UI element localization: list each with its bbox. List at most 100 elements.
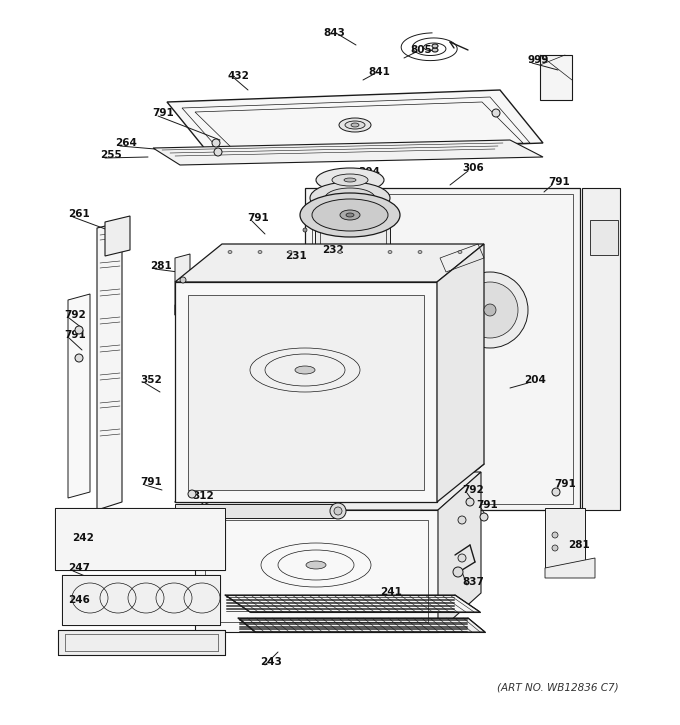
Text: 231: 231 — [285, 251, 307, 261]
Polygon shape — [68, 294, 90, 498]
Text: 261: 261 — [68, 209, 90, 219]
Ellipse shape — [303, 388, 307, 392]
Text: 303: 303 — [358, 184, 379, 194]
Text: 805: 805 — [410, 45, 432, 55]
Text: 281: 281 — [568, 540, 590, 550]
Text: 843: 843 — [323, 28, 345, 38]
Ellipse shape — [552, 545, 558, 551]
Ellipse shape — [418, 251, 422, 254]
Text: 837: 837 — [462, 577, 484, 587]
Polygon shape — [58, 630, 225, 655]
Polygon shape — [590, 220, 618, 255]
Ellipse shape — [345, 121, 365, 129]
Polygon shape — [238, 618, 485, 632]
Ellipse shape — [453, 567, 463, 577]
Ellipse shape — [306, 561, 326, 569]
Polygon shape — [153, 140, 543, 165]
Ellipse shape — [228, 251, 232, 254]
Ellipse shape — [75, 354, 83, 362]
Ellipse shape — [330, 503, 346, 519]
Ellipse shape — [480, 513, 488, 521]
Polygon shape — [582, 188, 620, 510]
Polygon shape — [540, 55, 572, 100]
Ellipse shape — [484, 304, 496, 316]
Ellipse shape — [340, 210, 360, 220]
Ellipse shape — [188, 490, 196, 498]
Polygon shape — [315, 220, 390, 285]
Ellipse shape — [303, 228, 307, 232]
Ellipse shape — [334, 507, 342, 515]
Polygon shape — [315, 320, 380, 390]
Ellipse shape — [332, 174, 368, 186]
Ellipse shape — [344, 178, 356, 182]
Polygon shape — [175, 244, 484, 282]
Ellipse shape — [458, 516, 466, 524]
Text: 301: 301 — [352, 201, 374, 211]
Text: 154: 154 — [360, 437, 382, 447]
Polygon shape — [97, 222, 122, 510]
Text: 264: 264 — [115, 138, 137, 148]
Text: 246: 246 — [68, 595, 90, 605]
Ellipse shape — [303, 348, 307, 352]
Polygon shape — [175, 296, 215, 315]
Text: (ART NO. WB12836 C7): (ART NO. WB12836 C7) — [497, 683, 619, 693]
Text: 791: 791 — [554, 479, 576, 489]
Polygon shape — [195, 472, 481, 510]
Text: 204: 204 — [524, 375, 546, 385]
Text: 791: 791 — [548, 177, 570, 187]
Ellipse shape — [310, 182, 390, 214]
Polygon shape — [225, 595, 480, 612]
Ellipse shape — [316, 168, 384, 192]
Ellipse shape — [458, 554, 466, 562]
Ellipse shape — [492, 109, 500, 117]
Polygon shape — [438, 472, 481, 632]
Polygon shape — [195, 510, 438, 632]
Polygon shape — [545, 508, 585, 575]
Ellipse shape — [303, 308, 307, 312]
Ellipse shape — [351, 123, 359, 127]
Text: 791: 791 — [247, 213, 269, 223]
Text: 243: 243 — [260, 657, 282, 667]
Ellipse shape — [295, 366, 315, 374]
Ellipse shape — [458, 251, 462, 254]
Text: 791: 791 — [140, 477, 162, 487]
Ellipse shape — [339, 118, 371, 132]
Text: 247: 247 — [68, 563, 90, 573]
Ellipse shape — [346, 213, 354, 217]
Text: 999: 999 — [528, 55, 549, 65]
Polygon shape — [175, 282, 437, 502]
Ellipse shape — [75, 326, 83, 334]
Ellipse shape — [303, 268, 307, 272]
Text: 312: 312 — [192, 491, 214, 501]
Text: 241: 241 — [380, 587, 402, 597]
Ellipse shape — [212, 139, 220, 147]
Text: 202: 202 — [256, 451, 277, 461]
Text: 306: 306 — [462, 163, 483, 173]
Text: 841: 841 — [368, 67, 390, 77]
Ellipse shape — [338, 251, 342, 254]
Polygon shape — [167, 90, 543, 155]
Text: 352: 352 — [140, 375, 162, 385]
Polygon shape — [175, 464, 484, 502]
Polygon shape — [62, 575, 220, 625]
Ellipse shape — [552, 532, 558, 538]
Text: 232: 232 — [322, 245, 344, 255]
Ellipse shape — [300, 193, 400, 237]
Text: 304: 304 — [358, 167, 380, 177]
Text: 791: 791 — [476, 500, 498, 510]
Polygon shape — [55, 508, 225, 570]
Ellipse shape — [466, 498, 474, 506]
Ellipse shape — [432, 44, 438, 48]
Ellipse shape — [552, 488, 560, 496]
Ellipse shape — [432, 48, 438, 52]
Polygon shape — [437, 244, 484, 502]
Text: 432: 432 — [228, 71, 250, 81]
Ellipse shape — [325, 188, 375, 208]
Text: 307: 307 — [358, 465, 380, 475]
Ellipse shape — [452, 272, 528, 348]
Ellipse shape — [288, 251, 292, 254]
Polygon shape — [545, 558, 595, 578]
Text: 785: 785 — [360, 420, 382, 430]
Ellipse shape — [462, 282, 518, 338]
Text: 791: 791 — [152, 108, 174, 118]
